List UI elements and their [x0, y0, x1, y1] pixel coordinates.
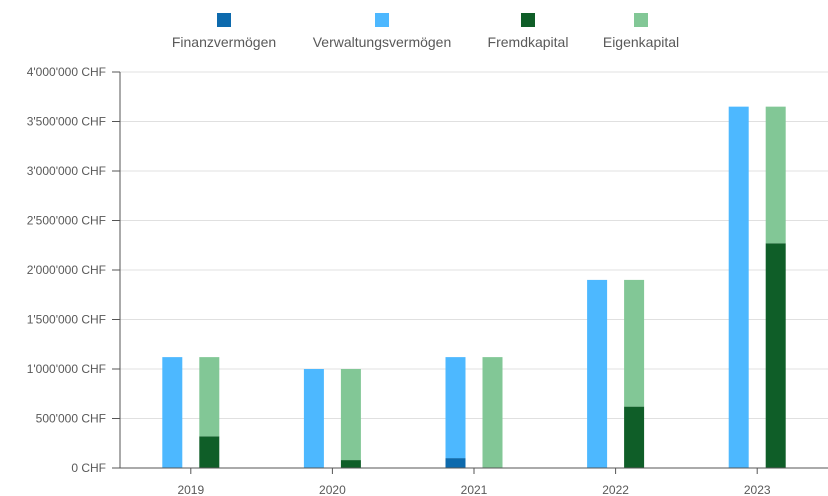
y-tick-label: 1'500'000 CHF	[27, 313, 106, 327]
bar-2022-series-2[interactable]	[624, 406, 645, 468]
y-tick-label: 3'000'000 CHF	[27, 164, 106, 178]
legend-label-0[interactable]: Finanzvermögen	[172, 34, 276, 50]
bar-2023-series-2[interactable]	[765, 243, 786, 468]
bar-2022-series-1[interactable]	[587, 279, 608, 468]
bar-2019-series-3[interactable]	[199, 357, 220, 437]
x-axis: 2019 2020 2021 2022 2023	[120, 467, 828, 496]
y-tick-label: 500'000 CHF	[36, 412, 106, 426]
bar-2023-series-3[interactable]	[765, 106, 786, 244]
bar-2023-series-1[interactable]	[728, 106, 749, 469]
legend-label-3[interactable]: Eigenkapital	[603, 34, 679, 50]
legend-swatch-3[interactable]	[634, 13, 648, 27]
bar-2020-series-2[interactable]	[340, 460, 361, 468]
bars	[162, 106, 786, 469]
legend-swatch-2[interactable]	[521, 13, 535, 27]
legend-label-1[interactable]: Verwaltungsvermögen	[313, 34, 452, 50]
y-axis: 0 CHF 500'000 CHF 1'000'000 CHF 1'500'000 C…	[27, 65, 121, 475]
legend-swatch-0[interactable]	[217, 13, 231, 27]
bar-2019-series-2[interactable]	[199, 436, 220, 468]
y-tick-label: 0 CHF	[71, 461, 106, 475]
legend-label-2[interactable]: Fremdkapital	[488, 34, 569, 50]
x-tick-label: 2019	[177, 483, 204, 496]
gridlines	[120, 71, 828, 419]
bar-2021-series-1[interactable]	[445, 357, 466, 459]
bar-2020-series-1[interactable]	[303, 369, 324, 468]
y-tick-label: 3'500'000 CHF	[27, 115, 106, 129]
y-tick-label: 4'000'000 CHF	[27, 65, 106, 79]
y-tick-label: 2'500'000 CHF	[27, 214, 106, 228]
bar-2021-series-3[interactable]	[482, 357, 503, 468]
bar-2020-series-3[interactable]	[340, 369, 361, 461]
y-tick-label: 1'000'000 CHF	[27, 362, 106, 376]
x-tick-label: 2021	[461, 483, 488, 496]
bar-2021-series-0[interactable]	[445, 458, 466, 468]
bar-2022-series-3[interactable]	[624, 279, 645, 407]
bar-2019-series-1[interactable]	[162, 357, 183, 468]
x-tick-label: 2022	[602, 483, 629, 496]
x-tick-label: 2023	[744, 483, 771, 496]
legend-swatch-1[interactable]	[375, 13, 389, 27]
y-tick-label: 2'000'000 CHF	[27, 263, 106, 277]
x-tick-label: 2020	[319, 483, 346, 496]
legend: Finanzvermögen Verwaltungsvermögen Fremdka…	[172, 13, 679, 50]
